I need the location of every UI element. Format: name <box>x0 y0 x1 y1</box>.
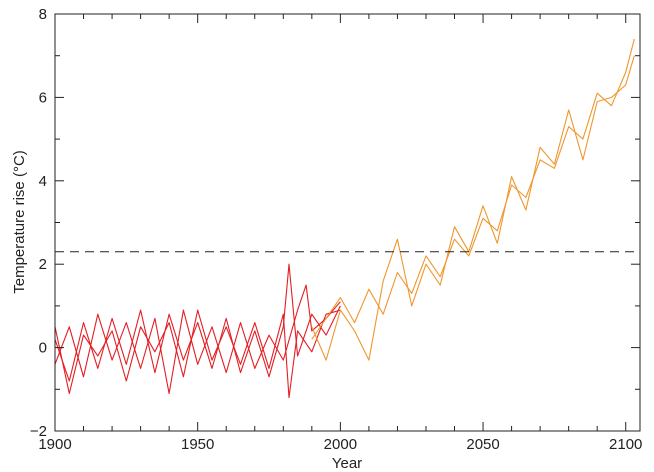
y-tick-label: 2 <box>39 256 47 273</box>
series-line-projected-5 <box>311 55 635 361</box>
series-layer <box>54 38 635 399</box>
x-tick-label: 2100 <box>609 436 642 453</box>
tick-labels-layer: 1900 1950 2000 2050 2100 −2 0 2 4 6 8 <box>30 6 643 453</box>
y-axis-title: Temperature rise (°C) <box>11 150 28 294</box>
ticks-layer <box>54 13 640 432</box>
y-tick-label: 4 <box>39 173 47 190</box>
x-tick-label: 1900 <box>38 436 71 453</box>
y-tick-label: 0 <box>39 340 47 357</box>
plot-frame <box>54 13 641 432</box>
x-tick-label: 2050 <box>466 436 499 453</box>
y-tick-label: 8 <box>39 6 47 23</box>
x-tick-label: 1950 <box>181 436 214 453</box>
series-line-historical-3 <box>54 309 341 399</box>
y-tick-label: −2 <box>30 423 47 440</box>
series-line-historical-2 <box>54 284 341 395</box>
series-line-projected-4 <box>311 38 635 340</box>
x-tick-label: 2000 <box>324 436 357 453</box>
y-tick-label: 6 <box>39 89 47 106</box>
x-axis-title: Year <box>332 455 362 472</box>
